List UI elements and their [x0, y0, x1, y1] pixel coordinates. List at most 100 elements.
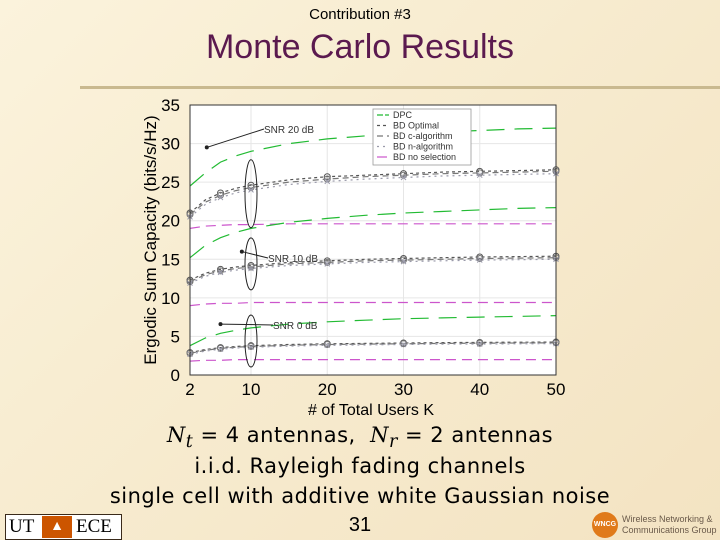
series-layer [186, 127, 560, 362]
capacity-chart: SNR 20 dB SNR 10 dB SNR 0 dB 2 10 20 30 40 50 0 5… [141, 96, 566, 419]
y-tick-label: 5 [171, 327, 180, 346]
ece-logo-text: ECE [76, 516, 112, 537]
y-tick-label: 0 [171, 366, 180, 385]
data-point [248, 265, 254, 272]
snr-arrowhead [204, 145, 209, 150]
snr-label: SNR 10 dB [268, 254, 318, 265]
y-tick-label: 25 [161, 173, 180, 192]
series-line [189, 342, 557, 354]
ut-ece-logo: UT ▲ ECE [5, 514, 122, 540]
legend-label: DPC [393, 110, 413, 120]
data-point [400, 340, 407, 348]
nr-subscript: r [388, 432, 398, 453]
y-tick-label: 15 [161, 250, 180, 269]
x-tick-label: 20 [318, 380, 337, 399]
snr-arrowhead [218, 322, 223, 327]
data-point [247, 181, 255, 189]
wncg-badge: WNCG [592, 512, 618, 538]
data-point [217, 346, 224, 353]
page-number: 31 [348, 514, 372, 536]
y-tick-label: 30 [161, 135, 180, 154]
series-line [189, 255, 557, 281]
caption-channels: i.i.d. Rayleigh fading channels [194, 454, 526, 478]
series-line [189, 341, 557, 354]
snr-arrowhead [239, 249, 244, 254]
data-point [323, 258, 331, 266]
data-point [324, 342, 331, 349]
series-line [189, 127, 557, 187]
data-point [324, 178, 331, 185]
data-point [324, 261, 331, 267]
annotation-layer: SNR 20 dB SNR 10 dB SNR 0 dB [204, 125, 318, 368]
data-point [400, 258, 407, 265]
snr-ellipse [244, 159, 258, 229]
data-point [476, 172, 483, 179]
snr-ellipse [244, 314, 258, 368]
x-tick-label: 40 [470, 380, 489, 399]
wncg-line-2: Communications Group [622, 525, 717, 535]
caption-antennas: Nt = 4 antennas, Nr = 2 antennas [0, 423, 720, 452]
wncg-logo: WNCG Wireless Networking & Communication… [592, 512, 720, 540]
y-tick-label: 35 [161, 96, 180, 115]
data-point [476, 339, 484, 347]
data-point [400, 174, 407, 181]
data-point [248, 187, 254, 193]
data-point [400, 341, 407, 348]
caption-antennas-end: = 2 antennas [397, 423, 554, 447]
nt-subscript: t [185, 432, 194, 453]
title-divider [80, 86, 720, 89]
x-tick-label: 10 [242, 380, 261, 399]
data-point [323, 341, 331, 349]
legend-label: BD c-algorithm [393, 131, 453, 141]
caption-antennas-mid: = 4 antennas, [193, 423, 371, 447]
data-point [217, 269, 224, 276]
y-tick-label: 20 [161, 212, 180, 231]
plot-frame [189, 104, 557, 376]
data-point [400, 256, 407, 264]
longhorn-icon: ▲ [42, 516, 72, 538]
snr-ellipse [244, 237, 258, 291]
y-axis-label: Ergodic Sum Capacity (bits/s/Hz) [141, 115, 160, 364]
x-axis-label: # of Total Users K [308, 402, 434, 419]
x-tick-label: 50 [547, 380, 566, 399]
contribution-label: Contribution #3 [309, 6, 411, 23]
series-line [189, 223, 556, 229]
series-line [189, 359, 556, 362]
data-point [247, 263, 255, 271]
series-line [189, 301, 556, 307]
series-line [189, 315, 557, 347]
data-point [248, 344, 254, 351]
nt-symbol: N [166, 423, 186, 447]
data-point [476, 341, 483, 347]
ut-logo-text: UT [9, 516, 35, 537]
data-point [247, 342, 255, 350]
caption-noise: single cell with additive white Gaussian… [109, 484, 611, 508]
legend-label: BD n-algorithm [393, 142, 453, 152]
series-line [189, 207, 557, 259]
data-point [476, 255, 484, 263]
series-line [189, 169, 557, 214]
snr-arrow [241, 251, 269, 259]
snr-label: SNR 20 dB [264, 125, 314, 136]
slide-title: Monte Carlo Results [205, 28, 514, 66]
data-point [323, 173, 331, 181]
nr-symbol: N [370, 423, 389, 447]
legend-label: BD Optimal [393, 121, 439, 131]
wncg-text: Wireless Networking & Communications Gro… [622, 514, 717, 536]
snr-label: SNR 0 dB [273, 321, 318, 332]
snr-arrow [206, 128, 265, 148]
legend-label: BD no selection [393, 152, 456, 162]
series-line [189, 257, 557, 283]
wncg-line-1: Wireless Networking & [622, 514, 713, 524]
data-point [217, 194, 224, 201]
snr-arrow [220, 323, 274, 326]
x-tick-label: 2 [185, 380, 194, 399]
x-tick-label: 30 [394, 380, 413, 399]
data-point [217, 267, 224, 275]
series-line [189, 170, 557, 215]
data-point [217, 189, 224, 197]
y-tick-label: 10 [161, 289, 180, 308]
data-point [217, 344, 224, 352]
legend-box [372, 108, 472, 166]
